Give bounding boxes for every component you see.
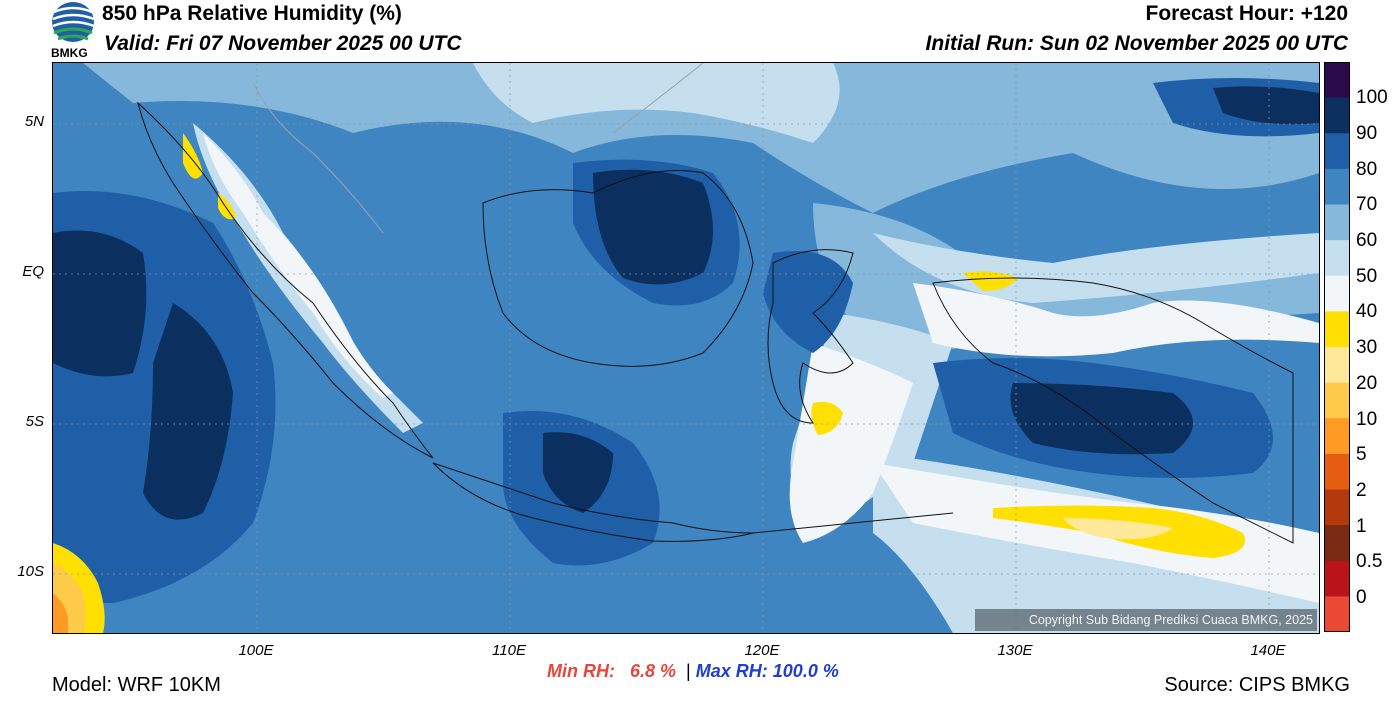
- colorbar-label-1: 1: [1356, 516, 1367, 537]
- colorbar-segment: [1324, 133, 1350, 170]
- colorbar-label-50: 50: [1356, 266, 1378, 287]
- colorbar-label-70: 70: [1356, 194, 1378, 215]
- max-rh-value: 100.0 %: [772, 661, 839, 681]
- colorbar-label-60: 60: [1356, 230, 1378, 251]
- valid-time: Valid: Fri 07 November 2025 00 UTC: [104, 32, 462, 55]
- colorbar-segment: [1324, 560, 1350, 597]
- lat-label-5n: 5N: [24, 113, 44, 130]
- colorbar-segment: [1324, 347, 1350, 384]
- colorbar-label-90: 90: [1356, 123, 1378, 144]
- colorbar-segment: [1324, 168, 1350, 206]
- bmkg-logo-icon: [50, 0, 100, 60]
- copyright-notice: Copyright Sub Bidang Prediksi Cuaca BMKG…: [975, 609, 1317, 631]
- colorbar-label-10: 10: [1356, 409, 1378, 430]
- lat-label-10s: 10S: [17, 563, 44, 580]
- source-label: Source: CIPS BMKG: [1164, 674, 1350, 696]
- colorbar: [1324, 62, 1350, 633]
- colorbar-label-80: 80: [1356, 159, 1378, 180]
- lon-label-110e: 110E: [492, 642, 526, 659]
- colorbar-segment: [1324, 204, 1350, 241]
- colorbar-segment: [1324, 62, 1350, 99]
- colorbar-segment: [1324, 97, 1350, 134]
- colorbar-label-100: 100: [1356, 87, 1388, 108]
- humidity-field: [53, 63, 1319, 633]
- max-rh-label: Max RH:: [695, 661, 768, 681]
- colorbar-segment: [1324, 382, 1350, 419]
- rh-stats: Min RH: 6.8 % | Max RH: 100.0 %: [547, 661, 839, 682]
- model-label: Model: WRF 10KM: [52, 674, 221, 696]
- colorbar-label-0-5: 0.5: [1356, 551, 1383, 572]
- colorbar-segment: [1324, 453, 1350, 491]
- colorbar-label-5: 5: [1356, 444, 1367, 465]
- logo-text: BMKG: [51, 46, 88, 60]
- min-rh-value: 6.8 %: [630, 661, 677, 681]
- colorbar-segment: [1324, 596, 1350, 633]
- colorbar-segment: [1324, 525, 1350, 562]
- colorbar-label-30: 30: [1356, 337, 1378, 358]
- humidity-map: [52, 62, 1320, 634]
- colorbar-segment: [1324, 311, 1350, 348]
- forecast-hour: Forecast Hour: +120: [1145, 2, 1349, 25]
- colorbar-label-0: 0: [1356, 587, 1367, 608]
- lat-label-5s: 5S: [25, 413, 44, 430]
- colorbar-label-40: 40: [1356, 301, 1378, 322]
- lon-label-140e: 140E: [1250, 642, 1286, 659]
- lon-label-130e: 130E: [997, 642, 1033, 659]
- lat-label-eq: EQ: [22, 263, 44, 280]
- colorbar-label-20: 20: [1356, 373, 1378, 394]
- colorbar-segment: [1324, 418, 1350, 455]
- lon-label-100e: 100E: [238, 642, 274, 659]
- colorbar-segment: [1324, 240, 1350, 277]
- stats-separator: |: [686, 661, 691, 681]
- min-rh-label: Min RH:: [547, 661, 615, 681]
- colorbar-label-2: 2: [1356, 480, 1367, 501]
- initial-run: Initial Run: Sun 02 November 2025 00 UTC: [925, 32, 1348, 55]
- lon-label-120e: 120E: [744, 642, 780, 659]
- map-title: 850 hPa Relative Humidity (%): [102, 2, 402, 25]
- colorbar-segment: [1324, 275, 1350, 312]
- colorbar-segment: [1324, 489, 1350, 526]
